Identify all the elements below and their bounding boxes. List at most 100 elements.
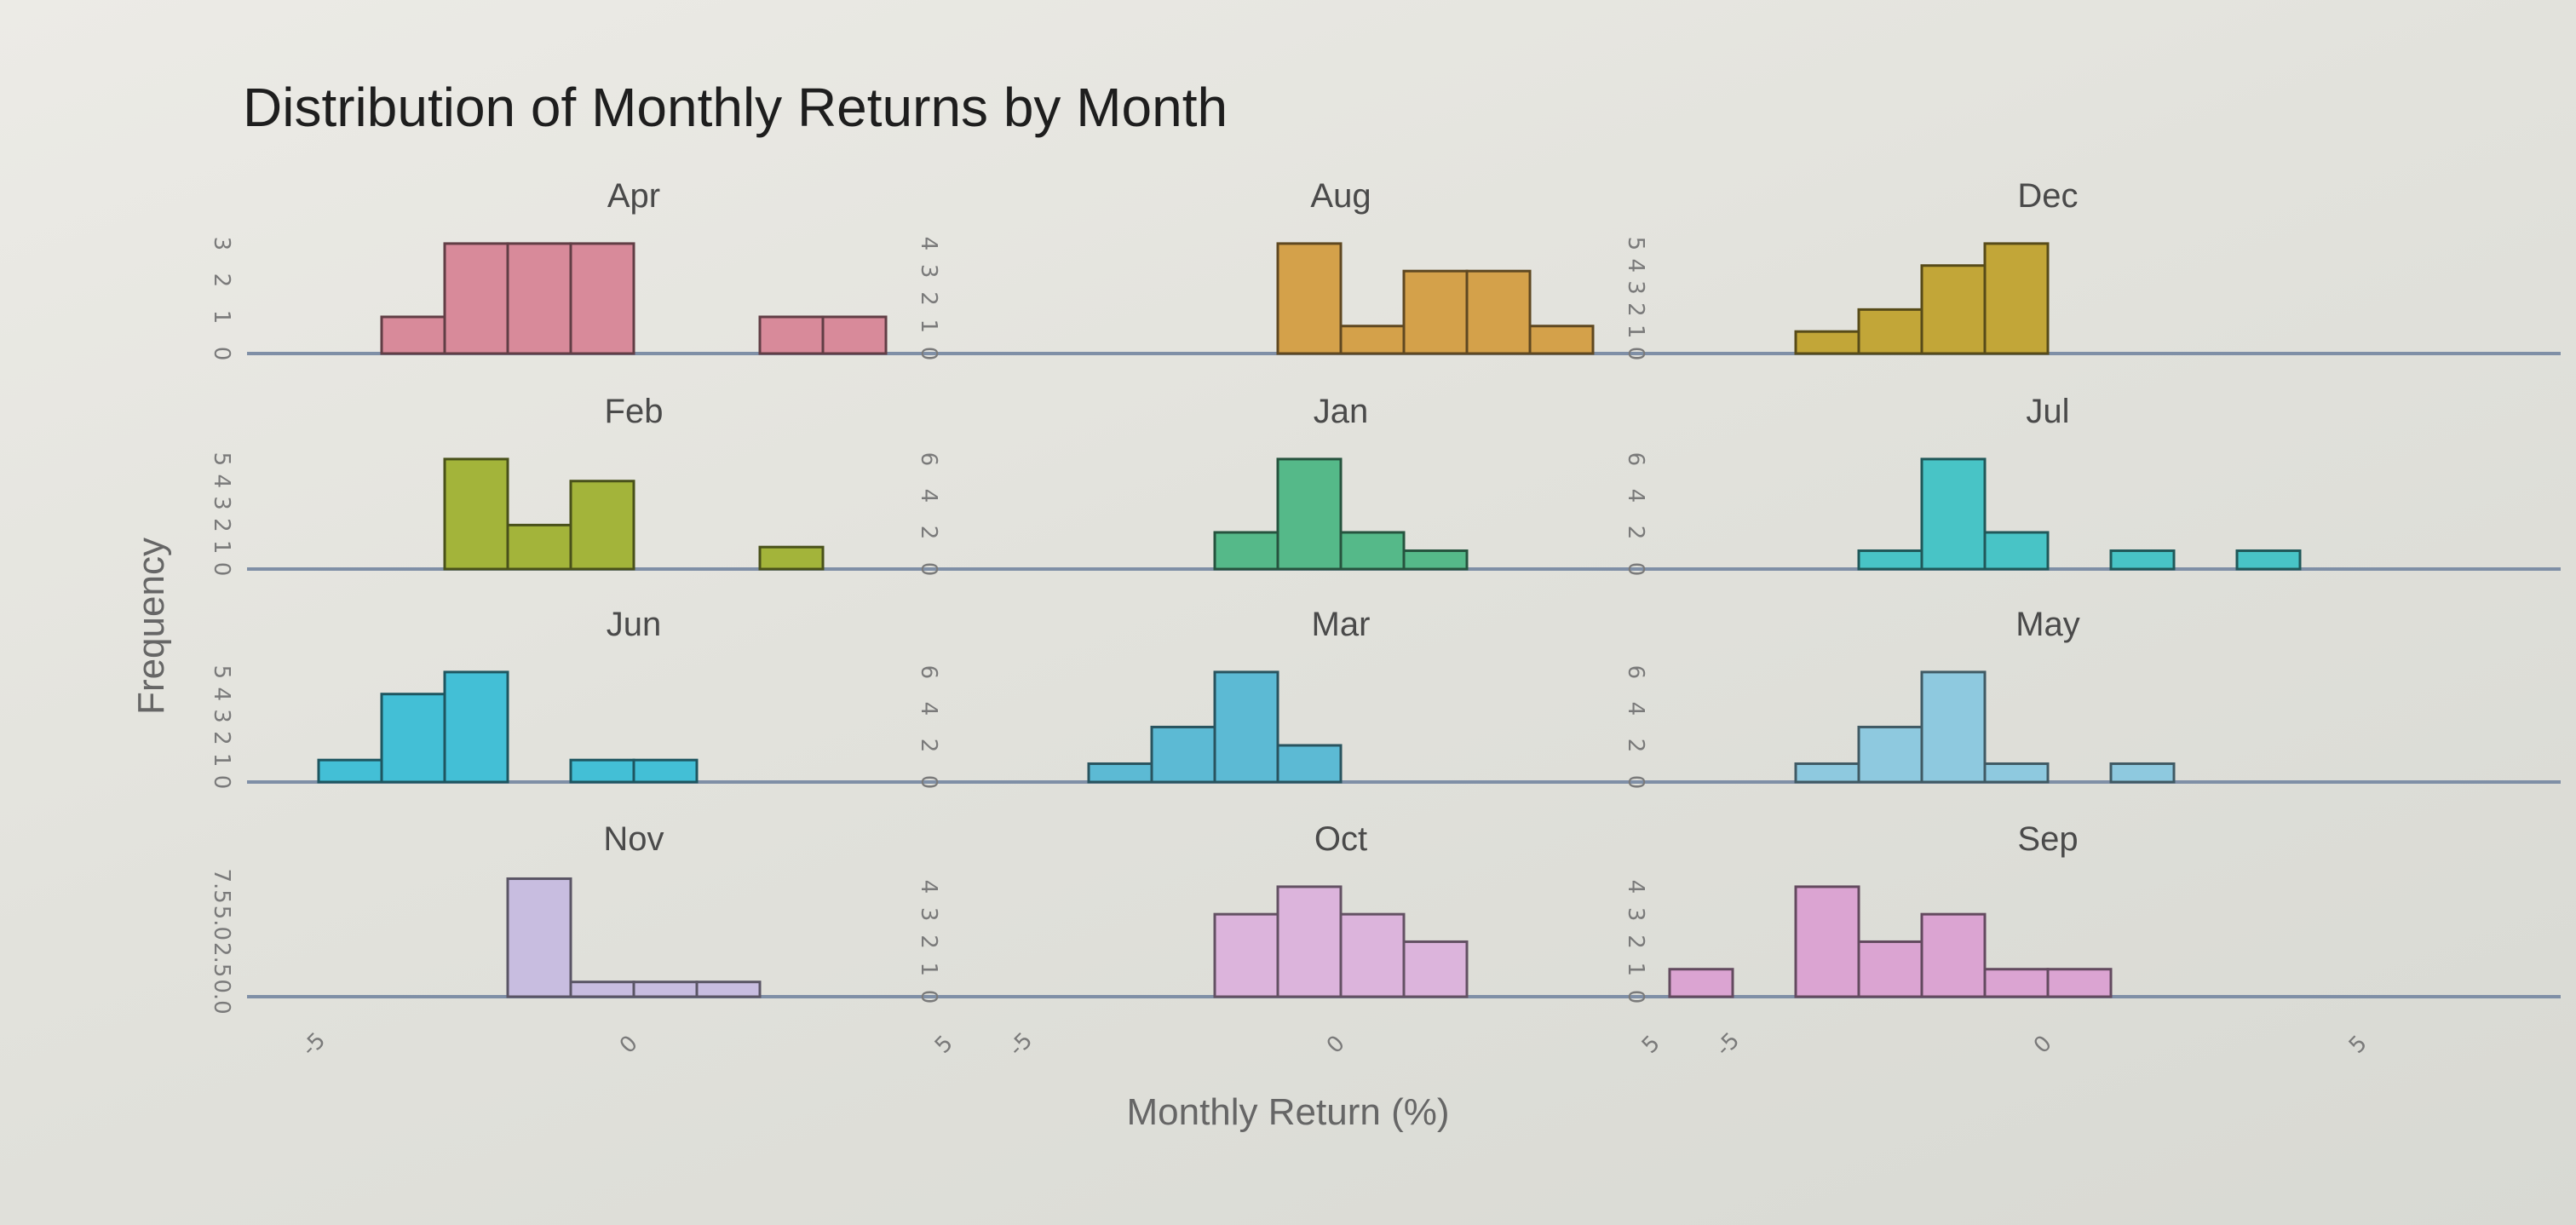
histogram-bar (1276, 885, 1343, 998)
chart-title: Distribution of Monthly Returns by Month (243, 77, 1228, 138)
facet-title: Nov (603, 820, 664, 858)
facet-title: Oct (1314, 820, 1367, 858)
y-tick-label: 2 (209, 731, 234, 745)
y-tick-label: 5 (209, 452, 234, 467)
x-tick-label: -5 (297, 1028, 331, 1062)
y-tick-label: 0 (916, 775, 941, 790)
histogram-bar (1465, 269, 1532, 355)
facet-title: May (2015, 606, 2080, 643)
histogram-bar (569, 758, 635, 784)
histogram-bar (569, 242, 635, 355)
histogram-bar (1857, 308, 1923, 355)
histogram-bar (1402, 269, 1469, 355)
y-tick-label: 0 (916, 347, 941, 361)
histogram-bar (443, 670, 509, 784)
y-tick-label: 6 (916, 665, 941, 680)
histogram-bar (1087, 762, 1153, 784)
histogram-bar (443, 457, 509, 571)
histogram-bar (1920, 264, 1987, 355)
histogram-bar (380, 315, 446, 355)
y-tick-label: 1 (916, 319, 941, 333)
facet-jan: Jan 0 2 4 6 (916, 393, 1854, 576)
facet-jul: Jul 0 2 4 6 (1623, 393, 2561, 576)
x-tick-label: 5 (1637, 1031, 1665, 1059)
y-tick-label: 4 (916, 702, 941, 716)
histogram-bar (1920, 457, 1987, 571)
y-tick-label: 2 (209, 518, 234, 532)
histogram-bar (443, 242, 509, 355)
histogram-bar (1983, 762, 2050, 784)
facet-dec: Dec 0 1 2 3 4 5 (1623, 177, 2561, 360)
facet-title: Sep (2017, 820, 2078, 858)
y-tick-label: 0 (1623, 562, 1648, 577)
histogram-bar (1213, 670, 1279, 784)
facet-may: May 0 2 4 6 (1623, 606, 2561, 789)
facet-title: Jul (2026, 393, 2069, 430)
histogram-bar (758, 545, 825, 571)
histogram-bar (380, 693, 446, 784)
y-tick-label: 4 (916, 880, 941, 894)
histogram-bar (1150, 725, 1216, 784)
histogram-bar (1983, 531, 2050, 571)
histogram-bar (2235, 549, 2302, 571)
y-tick-label: 6 (916, 452, 941, 467)
y-tick-label: 3 (209, 237, 234, 251)
histogram-bar (2109, 549, 2176, 571)
histogram-bar (1276, 242, 1343, 355)
y-tick-label: 2 (916, 935, 941, 949)
facet-mar: Mar 0 2 4 6 (916, 606, 1854, 789)
histogram-bar (1983, 968, 2050, 998)
y-tick-label: 0 (209, 562, 234, 577)
y-tick-label: 1 (916, 962, 941, 976)
y-tick-label: 2 (1623, 302, 1648, 317)
y-tick-label: 1 (209, 310, 234, 325)
histogram-bar (1402, 549, 1469, 571)
histogram-bar (821, 315, 888, 355)
histogram-bar (695, 981, 762, 998)
histogram-bar (1920, 912, 1987, 998)
x-tick-label: 5 (930, 1031, 958, 1059)
histogram-bar (1339, 325, 1406, 355)
histogram-bar (1857, 940, 1923, 998)
histogram-bar (1983, 242, 2050, 355)
facet-apr: Apr 0 1 2 3 (209, 177, 1147, 360)
facet-oct: Oct 0 1 2 3 4 -5 0 5 (916, 820, 1854, 1061)
histogram-bar (1402, 940, 1469, 998)
histogram-bar (317, 758, 383, 784)
histogram-bar (569, 480, 635, 571)
histogram-bar (632, 758, 699, 784)
x-tick-label: 0 (1322, 1031, 1350, 1059)
x-tick-label: 0 (615, 1031, 643, 1059)
x-tick-label: 5 (2344, 1031, 2372, 1059)
y-tick-label: 2 (1623, 739, 1648, 753)
y-tick-label: 4 (209, 687, 234, 701)
y-tick-label: 0 (1623, 775, 1648, 790)
facet-aug: Aug 0 1 2 3 4 (916, 177, 1854, 360)
histogram-bar (506, 523, 572, 571)
x-tick-label: 0 (2029, 1031, 2057, 1059)
histogram-bar (1528, 325, 1595, 355)
facet-title: Mar (1312, 606, 1371, 643)
y-tick-label: 1 (1623, 325, 1648, 339)
y-tick-label: 2 (1623, 935, 1648, 949)
y-tick-label: 0 (209, 347, 234, 361)
facet-title: Jan (1314, 393, 1369, 430)
y-tick-label: 2.5 (209, 942, 234, 977)
y-tick-label: 6 (1623, 452, 1648, 467)
x-tick-label: -5 (1004, 1028, 1038, 1062)
y-tick-label: 1 (1623, 962, 1648, 976)
histogram-bar (569, 981, 635, 998)
histogram-bar (632, 981, 699, 998)
y-tick-label: 0 (1623, 990, 1648, 1004)
y-tick-label: 5 (209, 665, 234, 680)
histogram-bar (506, 877, 572, 998)
histogram-bar (1920, 670, 1987, 784)
y-tick-label: 0 (916, 562, 941, 577)
y-tick-label: 5.0 (209, 906, 234, 940)
y-tick-label: 2 (916, 291, 941, 306)
facet-title: Aug (1310, 177, 1371, 215)
y-tick-label: 0 (1623, 347, 1648, 361)
y-tick-label: 3 (1623, 907, 1648, 922)
